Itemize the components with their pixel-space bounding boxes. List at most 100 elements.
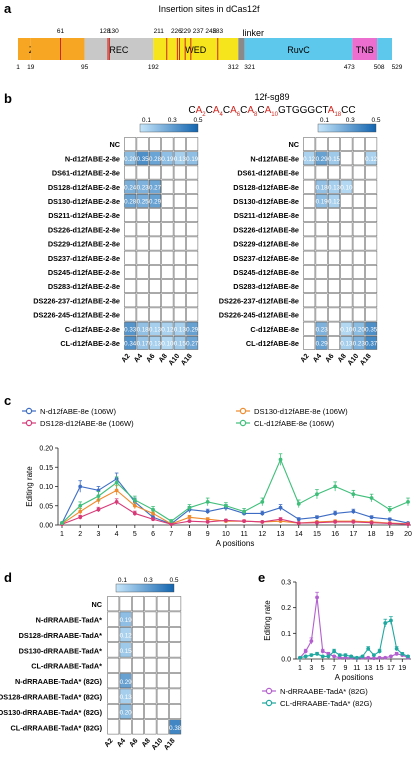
chart-c-point bbox=[151, 507, 155, 512]
chart-e-point bbox=[332, 654, 337, 659]
heatmap-b-left-cell bbox=[124, 307, 137, 322]
domain-label: WED bbox=[185, 45, 206, 55]
heatmap-b-right-cell bbox=[303, 165, 316, 180]
heatmap-d-cell bbox=[169, 627, 182, 642]
heatmap-d-cell bbox=[107, 673, 120, 689]
heatmap-b-left-cell bbox=[173, 279, 186, 293]
chart-e-point bbox=[406, 654, 410, 659]
heatmap-b-left-cell bbox=[149, 137, 161, 151]
heatmap-b-left-cell bbox=[173, 236, 186, 251]
chart-c-point bbox=[387, 517, 392, 522]
heatmap-b-right-cell bbox=[328, 307, 340, 322]
chart-c-x-tick-label: 11 bbox=[240, 531, 247, 538]
heatmap-b-left-cell bbox=[186, 151, 199, 166]
chart-c-point bbox=[278, 517, 283, 522]
insertion-site-label: 283 bbox=[212, 28, 223, 35]
heatmap-b-right-cell-value: 0.18 bbox=[316, 185, 329, 192]
chart-e-point bbox=[337, 653, 342, 658]
heatmap-b-right-row-label: DS226-237-d12fABE-8e bbox=[219, 296, 299, 305]
chart-c-x-tick-label: 9 bbox=[206, 531, 210, 538]
heatmap-b-right-cell bbox=[315, 165, 328, 180]
chart-c-point bbox=[351, 509, 356, 514]
heatmap-d-cell bbox=[169, 642, 182, 658]
insertion-site-label: 130 bbox=[108, 28, 119, 35]
chart-c-point bbox=[205, 520, 210, 524]
heatmap-d-cell bbox=[107, 688, 120, 704]
heatmap-b-right-cell bbox=[328, 151, 340, 166]
heatmap-b-left-cell bbox=[136, 137, 149, 151]
sequence-segment: 8 bbox=[254, 112, 258, 118]
chart-e-point bbox=[389, 654, 393, 659]
heatmap-b-left-cell-value: 0.28 bbox=[124, 199, 137, 206]
chart-c-point bbox=[369, 520, 374, 525]
chart-c-point bbox=[151, 517, 155, 522]
chart-c-point bbox=[278, 457, 283, 462]
heatmap-b-left-cell-value: 0.29 bbox=[186, 327, 199, 334]
chart-e-x-tick-label: 5 bbox=[321, 665, 325, 672]
heatmap-b-right-cell bbox=[352, 250, 365, 265]
chart-e-point bbox=[366, 655, 371, 660]
chart-c-point bbox=[260, 520, 265, 524]
chart-e-y-tick-label: 0.1 bbox=[281, 631, 291, 638]
heatmap-d-cell bbox=[156, 673, 169, 689]
heatmap-b-right-cell bbox=[365, 222, 378, 237]
heatmap-b-left-cell bbox=[149, 265, 161, 279]
position-tick: 192 bbox=[148, 64, 159, 71]
chart-c-point bbox=[406, 500, 410, 504]
heatmap-b-right-cell bbox=[340, 137, 353, 151]
heatmap-b-right-row-label: DS61-d12fABE-8e bbox=[237, 169, 299, 178]
heatmap-b-left-cell bbox=[136, 307, 149, 322]
insertion-site-label: 128 bbox=[100, 28, 111, 35]
heatmap-b-right-cell bbox=[365, 236, 378, 251]
heatmap-d-row-label: DS130-dRRAABE-TadA* bbox=[19, 646, 103, 655]
heatmap-b-right-cell bbox=[303, 336, 316, 350]
heatmap-b-left-cell bbox=[186, 250, 199, 265]
position-tick: 95 bbox=[81, 64, 89, 71]
heatmap-b-left-cell-value: 0.10 bbox=[161, 341, 174, 348]
chart-c-point bbox=[296, 521, 301, 525]
heatmap-b-left-cell bbox=[149, 222, 161, 237]
chart-c-point bbox=[278, 505, 283, 510]
heatmap-d-cell bbox=[144, 719, 157, 735]
heatmap-b-right-cell bbox=[340, 208, 353, 222]
heatmap-b-left-cell bbox=[173, 307, 186, 322]
heatmap-d-cell bbox=[132, 688, 144, 704]
sequence-segment: A bbox=[213, 105, 220, 116]
chart-c-point bbox=[387, 507, 392, 512]
heatmap-b-right-cell bbox=[328, 194, 340, 208]
heatmap-b-right-cell bbox=[340, 279, 353, 293]
heatmap-b-right-cell bbox=[303, 179, 316, 194]
heatmap-b-left-row-label: DS283-d12fABE-2-8e bbox=[48, 282, 120, 291]
heatmap-b-right-row-label: C-d12fABE-8e bbox=[250, 325, 299, 334]
heatmap-d-cell bbox=[132, 642, 144, 658]
heatmap-b-right-cell bbox=[328, 208, 340, 222]
chart-c-point bbox=[187, 505, 192, 510]
chart-e-point bbox=[377, 655, 382, 660]
heatmap-b-left-cell bbox=[186, 307, 199, 322]
heatmap-d-cell-value: 0.13 bbox=[120, 694, 133, 701]
heatmap-d-col-label: A18 bbox=[163, 737, 177, 751]
heatmap-b-right-cell bbox=[365, 194, 378, 208]
chart-e-point bbox=[383, 621, 388, 625]
heatmap-d-cell bbox=[132, 719, 144, 735]
heatmap-b-right-cell-value: 0.37 bbox=[365, 341, 378, 348]
heatmap-d-cell bbox=[156, 596, 169, 612]
colorbar-tick: 0.1 bbox=[142, 117, 151, 124]
chart-e-legend-marker bbox=[265, 699, 273, 707]
heatmap-b-right-cell bbox=[365, 321, 378, 336]
domain-block bbox=[352, 38, 378, 60]
panel-label-e: e bbox=[258, 570, 265, 585]
heatmap-b-left-col-label: A4 bbox=[133, 353, 144, 364]
heatmap-b-left-cell bbox=[124, 279, 137, 293]
heatmap-b-left-cell bbox=[173, 179, 186, 194]
heatmap-b-left-cell-value: 0.20 bbox=[124, 156, 137, 163]
heatmap-b-left-cell bbox=[186, 137, 199, 151]
heatmap-b-left-cell bbox=[124, 151, 137, 166]
chart-c-point bbox=[296, 501, 301, 506]
chart-c-point bbox=[205, 509, 210, 514]
chart-c-point bbox=[78, 515, 83, 520]
heatmap-d-cell bbox=[132, 657, 144, 673]
heatmap-b-left-cell-value: 0.19 bbox=[186, 156, 199, 163]
chart-c-x-tick-label: 1 bbox=[60, 531, 64, 538]
chart-e-point bbox=[315, 595, 319, 600]
